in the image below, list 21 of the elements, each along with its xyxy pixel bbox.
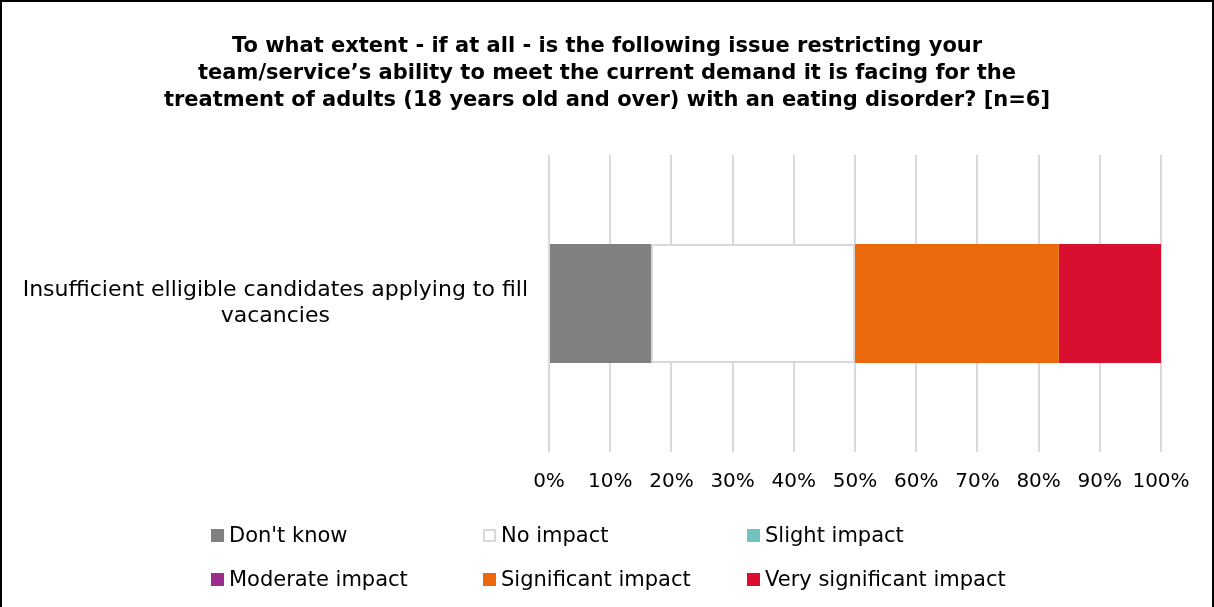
- bar: [855, 244, 1059, 363]
- x-tick-label: 100%: [1132, 468, 1190, 493]
- y-tick-label: Insufficient elligible candidates applying to fill vacancies: [22, 276, 529, 328]
- legend-label: Very significant impact: [765, 567, 1006, 591]
- bar: [1058, 244, 1161, 363]
- legend-label: Don't know: [229, 523, 348, 547]
- x-tick-label: 90%: [1077, 468, 1123, 493]
- legend-label: Slight impact: [765, 523, 904, 547]
- legend-label: Significant impact: [501, 567, 691, 591]
- chart-title: To what extent - if at all - is the following issue restricting your team/service’s ability to meet the current demand it is facing for the treatment of adults (18 years old and over) with an eating disorder? [n=6]: [162, 32, 1052, 113]
- x-tick-label: 80%: [1016, 468, 1061, 493]
- legend-label: Moderate impact: [229, 567, 408, 591]
- x-tick-label: 60%: [893, 468, 939, 493]
- x-tick-label: 70%: [955, 468, 1000, 493]
- legend-label: No impact: [501, 523, 609, 547]
- x-tick-label: 10%: [587, 468, 633, 493]
- x-tick-label: 0%: [533, 468, 565, 493]
- x-tick-label: 20%: [649, 468, 694, 493]
- x-tick-label: 50%: [832, 468, 878, 493]
- x-tick-label: 40%: [771, 468, 817, 493]
- x-tick-label: 30%: [710, 468, 755, 493]
